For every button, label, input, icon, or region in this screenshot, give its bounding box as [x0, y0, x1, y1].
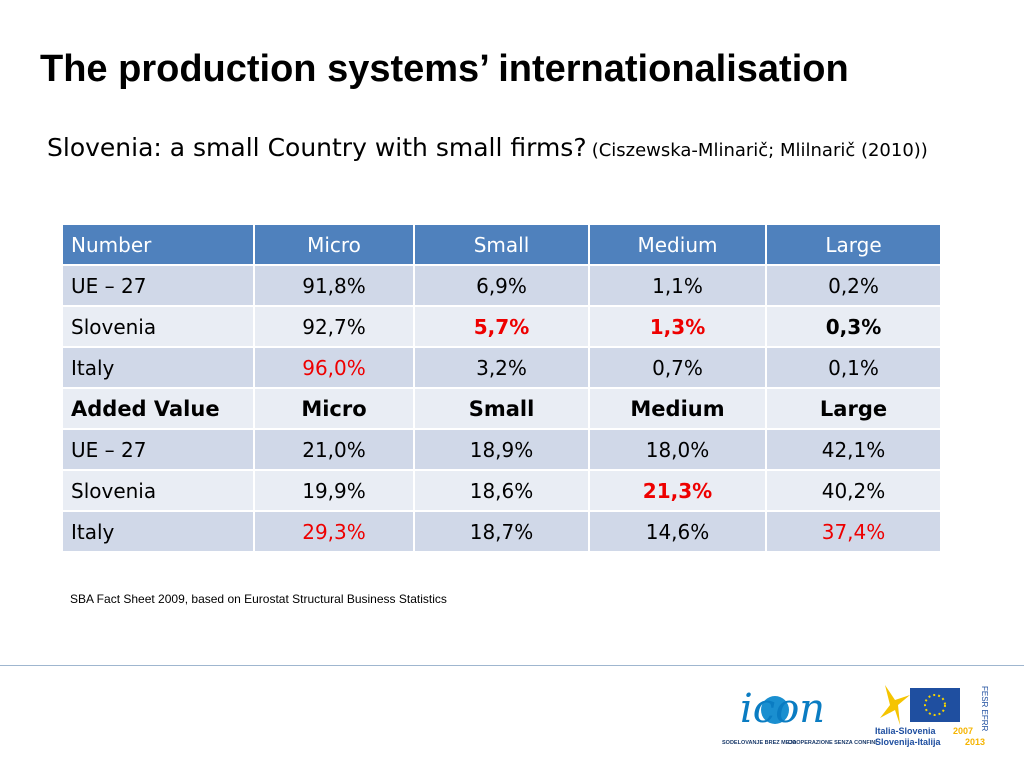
subtitle: Slovenia: a small Country with small fir…: [47, 126, 987, 173]
table-row: Italy 29,3% 18,7% 14,6% 37,4%: [61, 510, 942, 553]
table-cell: 91,8%: [253, 264, 415, 307]
table-cell: 14,6%: [588, 510, 767, 553]
table-cell: Slovenia: [61, 469, 255, 512]
table-cell: 0,1%: [765, 346, 942, 389]
data-table: Number Micro Small Medium Large UE – 27 91,8% 6…: [61, 223, 942, 553]
table-row: Italy 96,0% 3,2% 0,7% 0,1%: [61, 346, 942, 389]
table-cell: Large: [765, 387, 942, 430]
footnote: SBA Fact Sheet 2009, based on Eurostat S…: [70, 592, 447, 606]
table-cell: 18,0%: [588, 428, 767, 471]
table-cell: 40,2%: [765, 469, 942, 512]
icon-caption: COOPERAZIONE SENZA CONFINI: [788, 740, 877, 746]
table-row: Slovenia 19,9% 18,6% 21,3% 40,2%: [61, 469, 942, 512]
table-cell: Small: [413, 387, 590, 430]
program-year: 2013: [965, 737, 985, 747]
table-cell: Italy: [61, 510, 255, 553]
table-cell: 92,7%: [253, 305, 415, 348]
header-cell: Number: [61, 223, 255, 266]
table-cell: UE – 27: [61, 264, 255, 307]
table-cell: 18,6%: [413, 469, 590, 512]
table-row: Slovenia 92,7% 5,7% 1,3% 0,3%: [61, 305, 942, 348]
subheader-row: Added Value Micro Small Medium Large: [61, 387, 942, 430]
program-line: Italia-Slovenia: [875, 726, 937, 736]
table-cell: Medium: [588, 387, 767, 430]
subtitle-citation: (Ciszewska-Mlinarič; Mlilnarič (2010)): [591, 140, 928, 161]
icon-caption: SODELOVANJE BREZ MEJA: [722, 740, 796, 746]
fund-label: FESR EFRR: [980, 686, 989, 732]
table-cell: Added Value: [61, 387, 255, 430]
table-cell: 21,3%: [588, 469, 767, 512]
header-row: Number Micro Small Medium Large: [61, 223, 942, 266]
divider: [0, 665, 1024, 666]
table-cell: 19,9%: [253, 469, 415, 512]
program-year: 2007: [953, 726, 973, 736]
table-cell: 5,7%: [413, 305, 590, 348]
table-cell: Micro: [253, 387, 415, 430]
table-cell: 6,9%: [413, 264, 590, 307]
header-cell: Medium: [588, 223, 767, 266]
table-cell: 0,2%: [765, 264, 942, 307]
eu-stars: [924, 694, 946, 716]
table-cell: Italy: [61, 346, 255, 389]
subtitle-main: Slovenia: a small Country with small fir…: [47, 133, 587, 162]
header-cell: Small: [413, 223, 590, 266]
table-cell: 0,7%: [588, 346, 767, 389]
icon-logo-text: icon: [740, 686, 825, 732]
logos: icon SODELOVANJE BREZ MEJA COOPERAZIONE …: [722, 685, 989, 747]
table-cell: 0,3%: [765, 305, 942, 348]
table-cell: 18,7%: [413, 510, 590, 553]
table-cell: 18,9%: [413, 428, 590, 471]
table-cell: 96,0%: [253, 346, 415, 389]
table-cell: 3,2%: [413, 346, 590, 389]
table-cell: Slovenia: [61, 305, 255, 348]
table-cell: 37,4%: [765, 510, 942, 553]
header-cell: Large: [765, 223, 942, 266]
table-cell: 21,0%: [253, 428, 415, 471]
program-line: Slovenija-Italija: [875, 737, 942, 747]
table-cell: 1,1%: [588, 264, 767, 307]
table-cell: 1,3%: [588, 305, 767, 348]
table-cell: UE – 27: [61, 428, 255, 471]
table-row: UE – 27 21,0% 18,9% 18,0% 42,1%: [61, 428, 942, 471]
slide-title: The production systems’ internationalisa…: [40, 48, 849, 90]
table-cell: 29,3%: [253, 510, 415, 553]
table-row: UE – 27 91,8% 6,9% 1,1% 0,2%: [61, 264, 942, 307]
eu-flag: [910, 688, 960, 722]
star: [880, 685, 910, 725]
header-cell: Micro: [253, 223, 415, 266]
icon-globe: [761, 696, 789, 724]
table-cell: 42,1%: [765, 428, 942, 471]
